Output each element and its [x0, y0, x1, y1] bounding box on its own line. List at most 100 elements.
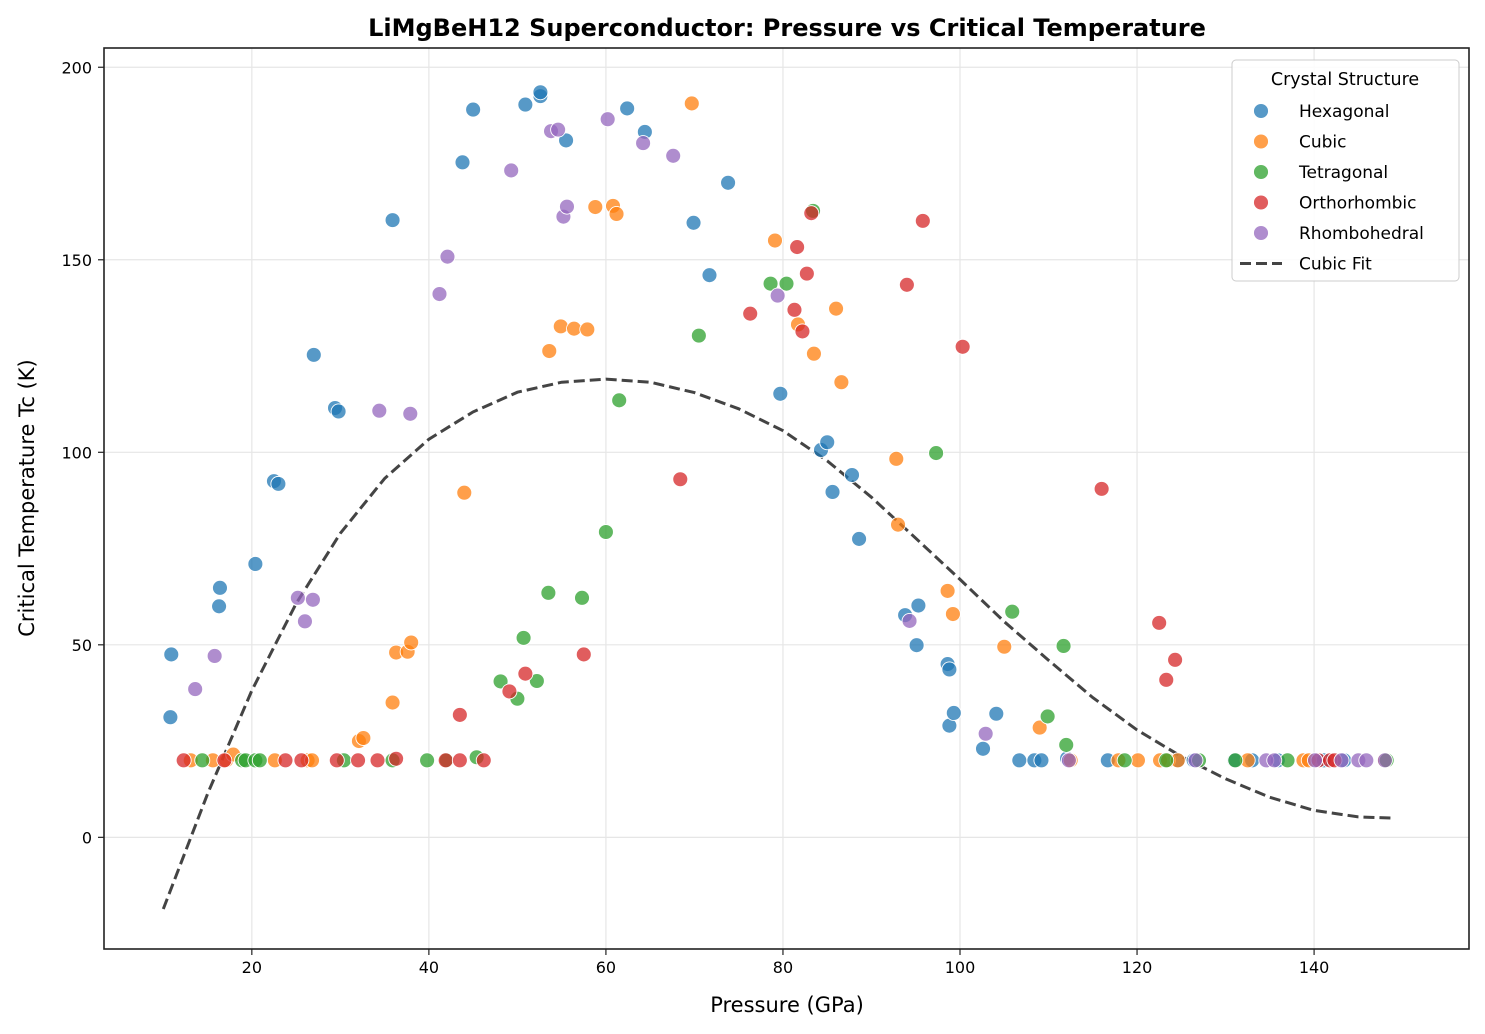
- data-point-rhombohedral: [304, 591, 321, 608]
- data-point-rhombohedral: [187, 681, 204, 698]
- data-point-cubic: [828, 300, 845, 317]
- data-point-rhombohedral: [559, 198, 575, 215]
- data-point-cubic: [805, 345, 822, 362]
- data-point-tetragonal: [515, 629, 532, 646]
- legend-items: Hexagonal Cubic Tetragonal Orthorhombic Rhom…: [1240, 102, 1424, 275]
- data-point-orthorhombic: [672, 471, 689, 488]
- data-point-hexagonal: [384, 212, 401, 229]
- data-point-cubic: [996, 638, 1013, 655]
- data-point-hexagonal: [844, 467, 860, 483]
- legend-marker-orthorhombic: [1253, 194, 1269, 211]
- data-point-tetragonal: [251, 752, 268, 769]
- data-point-tetragonal: [574, 589, 590, 606]
- data-point-hexagonal: [975, 740, 991, 757]
- data-point-cubic: [403, 634, 420, 651]
- data-point-orthorhombic: [575, 646, 592, 663]
- data-point-orthorhombic: [437, 752, 454, 769]
- data-point-rhombohedral: [1060, 752, 1077, 769]
- data-point-hexagonal: [212, 579, 228, 596]
- data-point-tetragonal: [597, 524, 614, 540]
- data-point-hexagonal: [824, 484, 841, 500]
- data-point-rhombohedral: [1376, 752, 1393, 769]
- legend-label-cubic: Cubic: [1299, 133, 1347, 153]
- legend-marker-rhombohedral: [1253, 225, 1269, 241]
- data-point-rhombohedral: [402, 405, 419, 422]
- data-point-rhombohedral: [439, 248, 456, 265]
- x-axis-label: Pressure (GPa): [710, 993, 864, 1017]
- data-point-orthorhombic: [954, 338, 971, 355]
- data-point-cubic: [566, 320, 582, 337]
- data-point-tetragonal: [1279, 752, 1296, 769]
- data-point-tetragonal: [528, 673, 545, 689]
- legend-label-rhombohedral: Rhombohedral: [1299, 224, 1424, 244]
- data-point-cubic: [579, 321, 596, 338]
- data-point-rhombohedral: [901, 612, 918, 629]
- x-tick-label: 80: [773, 958, 793, 977]
- data-point-rhombohedral: [1333, 752, 1350, 769]
- data-point-hexagonal: [851, 530, 868, 547]
- data-point-orthorhombic: [293, 752, 310, 769]
- legend: Crystal Structure Hexagonal Cubic Tetragon…: [1231, 59, 1460, 282]
- data-point-orthorhombic: [803, 205, 820, 222]
- data-point-hexagonal: [988, 705, 1005, 722]
- chart-title: LiMgBeH12 Superconductor: Pressure vs Cr…: [368, 14, 1206, 42]
- data-point-hexagonal: [772, 385, 789, 402]
- data-point-rhombohedral: [1307, 752, 1323, 769]
- data-point-orthorhombic: [517, 665, 534, 682]
- data-point-hexagonal: [685, 214, 702, 231]
- data-point-rhombohedral: [1187, 752, 1204, 769]
- data-point-orthorhombic: [914, 212, 931, 229]
- data-point-hexagonal: [910, 597, 927, 614]
- data-point-hexagonal: [465, 101, 482, 118]
- x-tick-label: 120: [1122, 958, 1153, 977]
- data-point-cubic: [767, 232, 783, 249]
- y-axis-ticks: 0 50 100 150 200: [61, 58, 104, 847]
- data-point-hexagonal: [454, 154, 471, 171]
- data-point-orthorhombic: [451, 706, 468, 723]
- data-point-hexagonal: [517, 96, 534, 113]
- data-point-orthorhombic: [794, 323, 811, 340]
- data-point-tetragonal: [194, 752, 211, 769]
- data-point-tetragonal: [778, 275, 795, 292]
- data-point-tetragonal: [611, 392, 628, 409]
- data-point-tetragonal: [690, 327, 707, 344]
- data-point-hexagonal: [908, 637, 925, 654]
- data-point-orthorhombic: [742, 305, 759, 322]
- data-point-tetragonal: [1158, 752, 1175, 769]
- legend-marker-cubic: [1253, 133, 1269, 150]
- data-point-cubic: [1031, 719, 1048, 736]
- data-point-hexagonal: [819, 434, 836, 451]
- data-point-rhombohedral: [599, 111, 616, 128]
- data-point-cubic: [890, 516, 906, 533]
- data-point-hexagonal: [619, 100, 636, 117]
- data-point-rhombohedral: [503, 162, 520, 179]
- data-point-rhombohedral: [206, 648, 223, 664]
- legend-marker-hexagonal: [1253, 103, 1269, 119]
- data-point-tetragonal: [419, 752, 436, 769]
- data-point-hexagonal: [1033, 752, 1050, 769]
- data-point-rhombohedral: [665, 147, 682, 164]
- data-point-hexagonal: [945, 705, 962, 721]
- data-point-cubic: [456, 484, 473, 501]
- x-axis-ticks: 20 40 60 80 100 120 140: [242, 949, 1330, 977]
- data-point-cubic: [608, 206, 625, 222]
- data-point-rhombohedral: [289, 589, 306, 606]
- legend-label-tetragonal: Tetragonal: [1298, 163, 1388, 183]
- data-point-orthorhombic: [1151, 614, 1168, 631]
- data-point-rhombohedral: [296, 613, 313, 630]
- data-point-orthorhombic: [1093, 480, 1110, 497]
- data-point-cubic: [1129, 752, 1146, 769]
- data-point-cubic: [939, 582, 956, 599]
- data-point-orthorhombic: [1167, 651, 1184, 668]
- data-point-rhombohedral: [431, 286, 448, 302]
- data-point-hexagonal: [1011, 752, 1028, 769]
- legend-label-orthorhombic: Orthorhombic: [1299, 194, 1417, 214]
- data-point-tetragonal: [1116, 752, 1133, 769]
- data-point-rhombohedral: [550, 121, 567, 138]
- data-point-hexagonal: [305, 346, 322, 363]
- data-point-rhombohedral: [371, 402, 388, 419]
- data-point-orthorhombic: [216, 752, 233, 769]
- x-tick-label: 140: [1299, 958, 1330, 977]
- data-point-cubic: [587, 199, 604, 215]
- data-point-tetragonal: [1227, 752, 1244, 769]
